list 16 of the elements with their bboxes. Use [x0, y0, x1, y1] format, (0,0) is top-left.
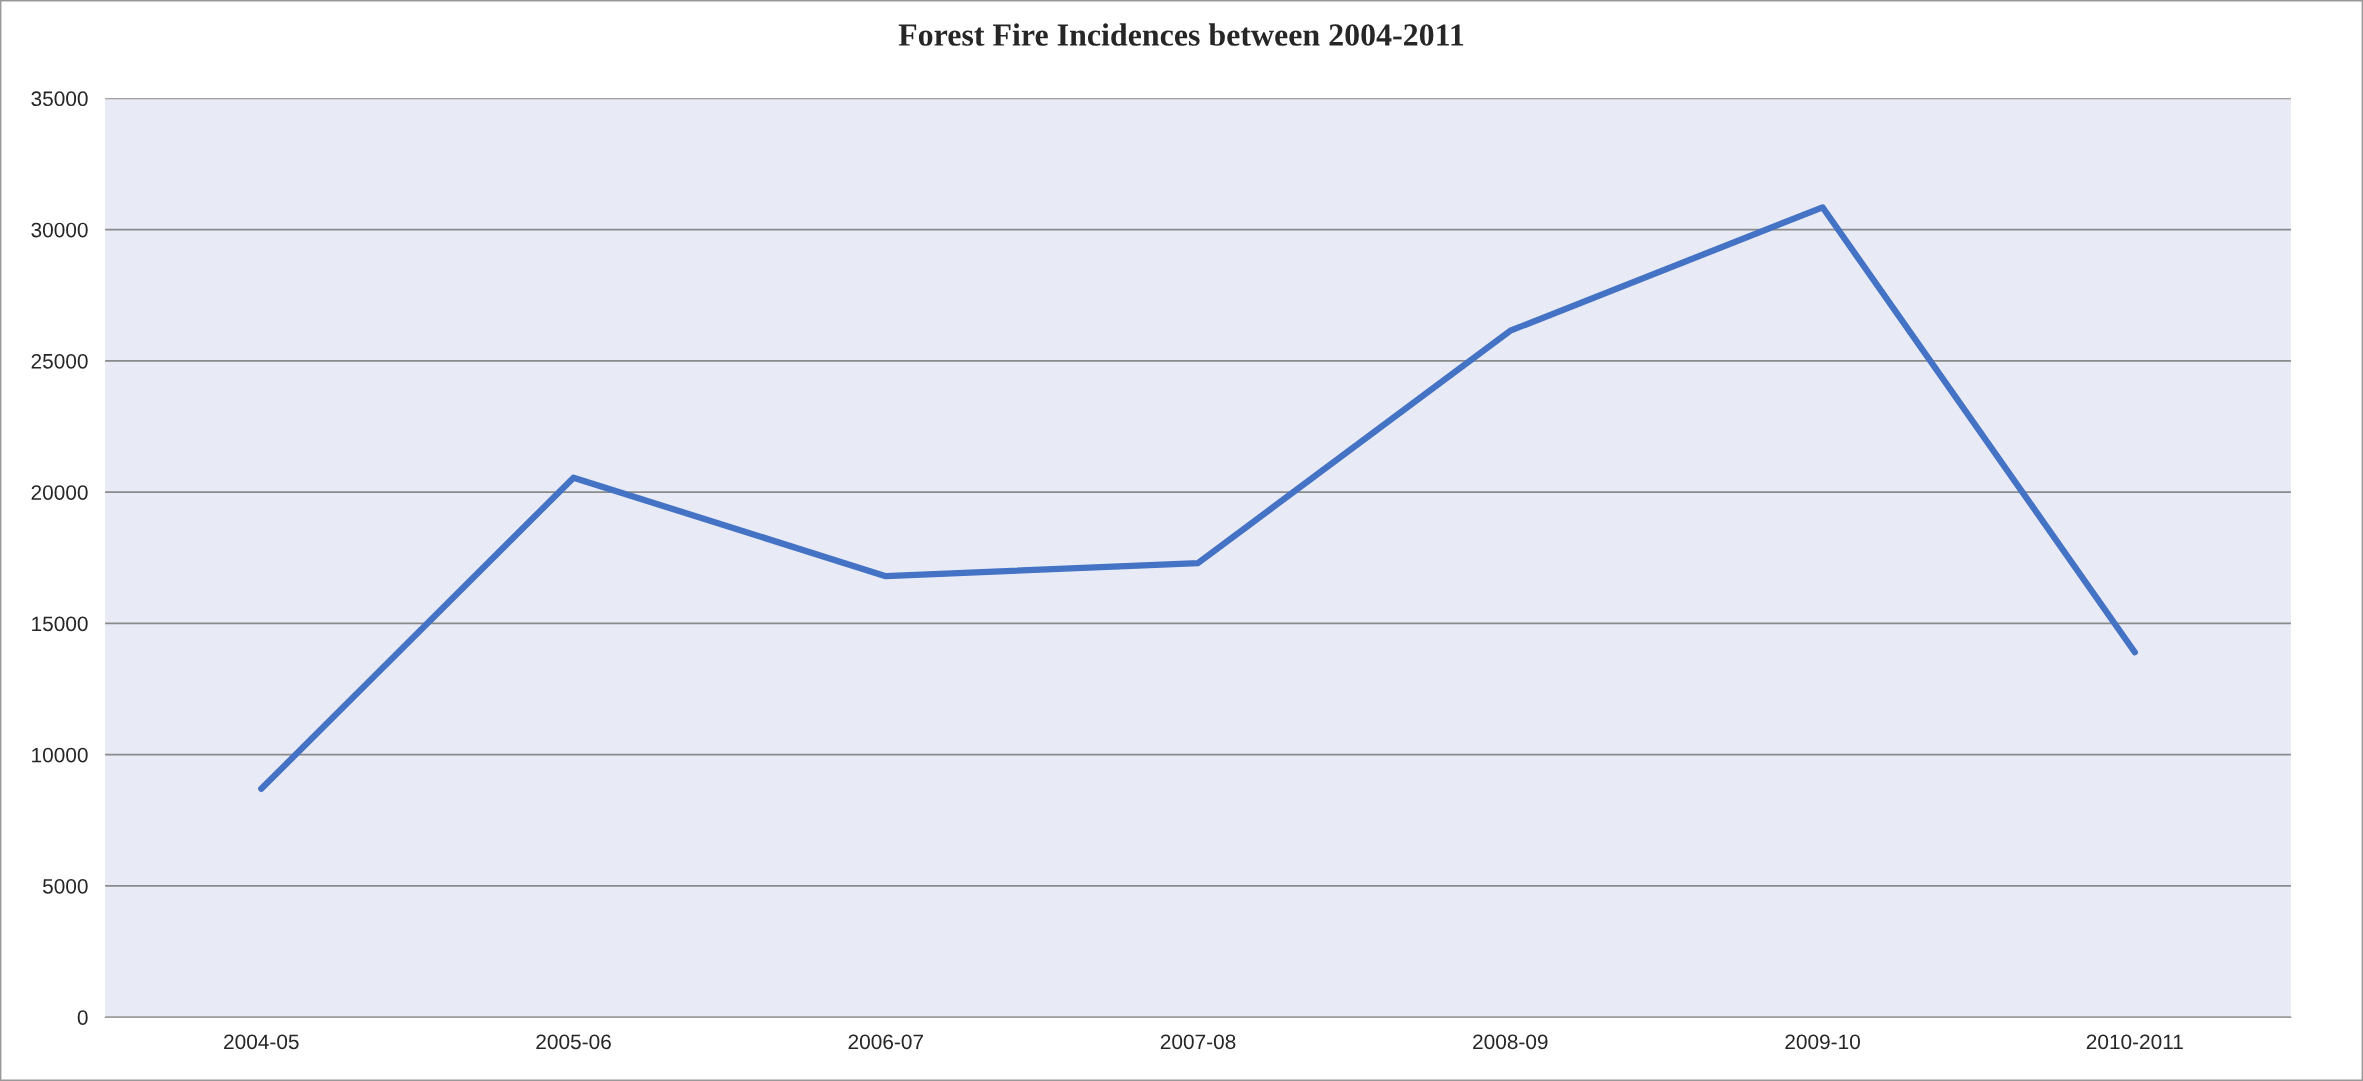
y-tick-label: 10000	[32, 747, 88, 763]
x-tick-label: 2006-07	[848, 1034, 923, 1050]
y-tick-label: 30000	[31, 222, 88, 238]
x-tick-label: 2007-08	[1160, 1034, 1236, 1050]
chart-title: Forest Fire Incidences between 2004-2011	[898, 23, 1464, 46]
x-tick-label: 2010-2011	[2086, 1034, 2183, 1050]
y-tick-label: 20000	[31, 485, 88, 500]
x-tick-label: 2009-10	[1785, 1034, 1860, 1050]
x-tick-label: 2004-05	[224, 1034, 299, 1050]
x-tick-label: 2005-06	[536, 1034, 611, 1050]
y-tick-label: 5000	[42, 878, 88, 894]
y-tick-label: 35000	[31, 91, 88, 107]
y-tick-label: 0	[77, 1010, 88, 1025]
y-tick-label: 25000	[31, 353, 88, 369]
y-tick-label: 15000	[32, 616, 88, 632]
x-tick-label: 2008-09	[1473, 1034, 1548, 1050]
